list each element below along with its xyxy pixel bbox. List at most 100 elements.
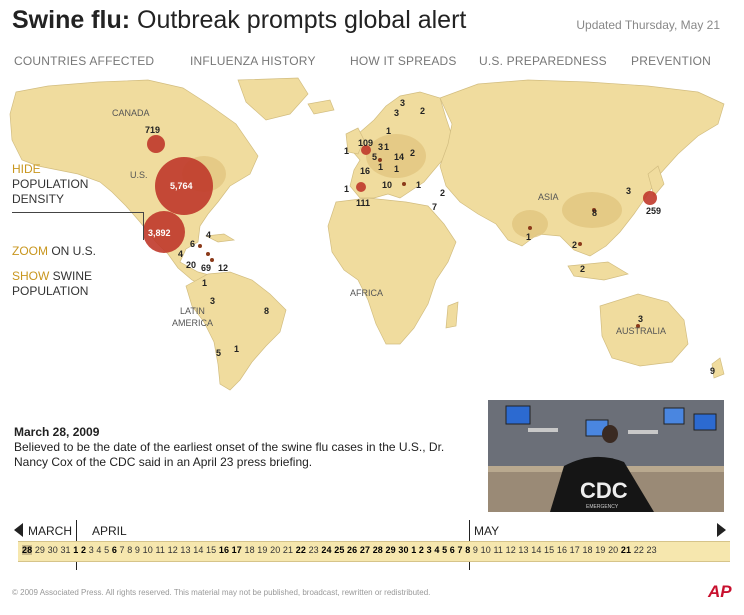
madagascar bbox=[445, 301, 459, 329]
density-india bbox=[512, 210, 548, 238]
photo-badge: CDC bbox=[580, 478, 628, 503]
case-label: 2 bbox=[440, 188, 445, 198]
case-label: 2 bbox=[420, 106, 425, 116]
swine-label: SWINE bbox=[49, 269, 93, 283]
updated-date: Updated Thursday, May 21 bbox=[576, 18, 720, 32]
case-label: 3,892 bbox=[148, 228, 171, 238]
case-label: 5 bbox=[372, 152, 377, 162]
page-title: Swine flu: Outbreak prompts global alert bbox=[12, 6, 466, 35]
case-label: 2 bbox=[580, 264, 585, 274]
case-label: 8 bbox=[264, 306, 269, 316]
case-label: 10 bbox=[382, 180, 392, 190]
case-label: 3 bbox=[638, 314, 643, 324]
show-toggle[interactable]: SHOW bbox=[12, 269, 50, 283]
iceland bbox=[307, 99, 335, 115]
case-label: 3 bbox=[210, 296, 215, 306]
new-zealand bbox=[711, 357, 725, 379]
caribbean-islands bbox=[204, 233, 236, 243]
case-label: 2 bbox=[410, 148, 415, 158]
month-march: MARCH bbox=[28, 524, 72, 538]
title-rest: Outbreak prompts global alert bbox=[130, 6, 467, 34]
zoom-label: ON U.S. bbox=[48, 244, 97, 258]
bubble-us bbox=[155, 157, 213, 215]
region-label-america: AMERICA bbox=[172, 318, 213, 328]
case-label: 2 bbox=[572, 240, 577, 250]
tab-prevention[interactable]: PREVENTION bbox=[631, 54, 712, 68]
case-label: 4 bbox=[206, 230, 211, 240]
case-label: 8 bbox=[592, 208, 597, 218]
world-map[interactable]: CANADA U.S. LATIN AMERICA AFRICA ASIA AU… bbox=[8, 74, 730, 392]
case-label: 69 bbox=[201, 263, 211, 273]
case-label: 3 bbox=[626, 186, 631, 196]
case-label: 719 bbox=[145, 125, 160, 135]
region-label-us: U.S. bbox=[130, 170, 148, 180]
region-label-australia: AUSTRALIA bbox=[616, 326, 666, 336]
hide-toggle[interactable]: HIDE bbox=[12, 162, 41, 176]
tab-us-preparedness[interactable]: U.S. PREPAREDNESS bbox=[479, 54, 607, 68]
japan bbox=[647, 165, 665, 197]
case-label: 4 bbox=[178, 249, 183, 259]
month-april: APRIL bbox=[92, 524, 127, 538]
case-label: 7 bbox=[432, 202, 437, 212]
tab-bar: COUNTRIES AFFECTED INFLUENZA HISTORY HOW… bbox=[0, 54, 744, 72]
photo-sub: EMERGENCY bbox=[586, 504, 619, 510]
bubble-japan bbox=[643, 191, 657, 205]
region-label-asia: ASIA bbox=[538, 192, 559, 202]
divider-line bbox=[143, 212, 144, 240]
case-label: 3 bbox=[378, 142, 383, 152]
zoom-toggle[interactable]: ZOOM bbox=[12, 244, 48, 258]
tab-countries-affected[interactable]: COUNTRIES AFFECTED bbox=[14, 54, 155, 68]
zoom-us-control[interactable]: ZOOM ON U.S. bbox=[12, 244, 96, 259]
show-swine-population-control[interactable]: SHOW SWINE POPULATION bbox=[12, 269, 92, 299]
asia-landmass bbox=[439, 79, 725, 257]
case-label: 1 bbox=[386, 126, 391, 136]
tab-influenza-history[interactable]: INFLUENZA HISTORY bbox=[190, 54, 316, 68]
month-may: MAY bbox=[474, 524, 500, 538]
case-label: 111 bbox=[356, 198, 370, 208]
case-label: 109 bbox=[358, 138, 373, 148]
case-label: 5 bbox=[216, 348, 221, 358]
case-label: 6 bbox=[190, 239, 195, 249]
event-text: Believed to be the date of the earliest … bbox=[14, 440, 445, 469]
case-label: 9 bbox=[710, 366, 715, 376]
timeline-bar[interactable] bbox=[18, 541, 730, 562]
timeline-prev-arrow[interactable] bbox=[14, 523, 23, 537]
case-label: 1 bbox=[344, 146, 349, 156]
hide-population-density-control[interactable]: HIDE POPULATION DENSITY bbox=[12, 162, 88, 207]
case-label: 1 bbox=[202, 278, 207, 288]
bubble-mexico bbox=[143, 211, 185, 253]
timeline-next-arrow[interactable] bbox=[717, 523, 726, 537]
event-description: March 28, 2009 Believed to be the date o… bbox=[14, 425, 454, 470]
bubble-spain bbox=[356, 182, 366, 192]
density-europe bbox=[366, 134, 426, 178]
region-label-canada: CANADA bbox=[112, 108, 150, 118]
region-label-africa: AFRICA bbox=[350, 288, 383, 298]
case-label: 1 bbox=[384, 142, 389, 152]
tab-how-it-spreads[interactable]: HOW IT SPREADS bbox=[350, 54, 457, 68]
australia-landmass bbox=[599, 293, 689, 367]
case-label: 259 bbox=[646, 206, 661, 216]
case-label: 1 bbox=[416, 180, 421, 190]
title-bold: Swine flu: bbox=[12, 6, 131, 34]
copyright-notice: © 2009 Associated Press. All rights rese… bbox=[12, 588, 431, 597]
africa-landmass bbox=[327, 197, 457, 345]
region-label-latin: LATIN bbox=[180, 306, 205, 316]
case-label: 1 bbox=[344, 184, 349, 194]
uk-ireland bbox=[345, 127, 365, 155]
bubble-uk bbox=[361, 145, 371, 155]
case-label: 3 bbox=[394, 108, 399, 118]
ap-logo: AP bbox=[708, 582, 732, 601]
bubble-canada bbox=[147, 135, 165, 153]
case-label: 1 bbox=[234, 344, 239, 354]
timeline-days[interactable]: 28 29 30 31 1 2 3 4 5 6 7 8 9 10 11 12 1… bbox=[22, 545, 657, 555]
case-label: 20 bbox=[186, 260, 196, 270]
case-label: 1 bbox=[526, 232, 531, 242]
case-label: 12 bbox=[218, 263, 228, 273]
case-label: 14 bbox=[394, 152, 404, 162]
case-label: 3 bbox=[400, 98, 405, 108]
population-label: POPULATION bbox=[12, 284, 89, 298]
event-date: March 28, 2009 bbox=[14, 425, 100, 439]
indonesia bbox=[567, 261, 629, 281]
case-label: 1 bbox=[378, 162, 383, 172]
case-label: 1 bbox=[394, 164, 399, 174]
